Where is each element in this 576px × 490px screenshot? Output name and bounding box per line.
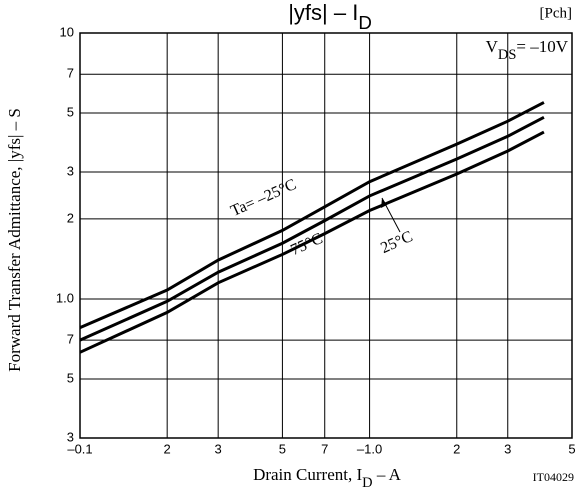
x-tick-label: –0.1: [67, 441, 92, 456]
y-tick-label: 7: [67, 66, 74, 81]
y-tick-label: 5: [67, 370, 74, 385]
chart-title-part: D: [358, 12, 372, 33]
plot-frame: [79, 32, 573, 439]
x-axis-label: Drain Current, ID – A: [253, 465, 402, 490]
y-tick-label: 7: [67, 332, 74, 347]
corner-note: [Pch]: [540, 5, 573, 21]
chart-title-part: |yfs| – I: [288, 0, 358, 25]
figure-id: IT04029: [533, 470, 574, 484]
x-tick-label: 2: [164, 441, 171, 456]
condition-part: V: [486, 37, 499, 56]
x-tick-label: 7: [321, 441, 328, 456]
y-tick-label: 5: [67, 104, 74, 119]
series-label: Ta= –25°C: [228, 176, 299, 220]
y-tick-label: 10: [60, 24, 74, 39]
x-tick-label: 5: [279, 441, 286, 456]
condition: VDS= –10V: [486, 37, 569, 63]
series-line: [79, 101, 545, 330]
x-tick-label: 5: [568, 441, 575, 456]
y-tick-label: 2: [67, 210, 74, 225]
x-axis-label-part: Drain Current, I: [253, 465, 362, 484]
series-label: 75°C: [288, 230, 325, 259]
series-line: [79, 115, 545, 342]
condition-part: DS: [498, 47, 516, 63]
arrow-head: [381, 198, 387, 208]
x-tick-label: 2: [453, 441, 460, 456]
x-axis-label-part: – A: [373, 465, 402, 484]
x-tick-label: 3: [215, 441, 222, 456]
y-tick-label: 3: [67, 163, 74, 178]
condition-part: = –10V: [516, 37, 568, 56]
chart-title: |yfs| – ID: [288, 0, 372, 33]
y-axis-label: Forward Transfer Admittance, |yfs| – S: [5, 108, 24, 372]
series-line: [79, 130, 545, 354]
x-tick-label: –1.0: [357, 441, 382, 456]
y-tick-label: 3: [67, 429, 74, 444]
series-label: 25°C: [378, 228, 415, 257]
x-axis-label-part: D: [362, 475, 372, 490]
x-tick-label: 3: [504, 441, 511, 456]
y-tick-label: 1.0: [56, 290, 74, 305]
